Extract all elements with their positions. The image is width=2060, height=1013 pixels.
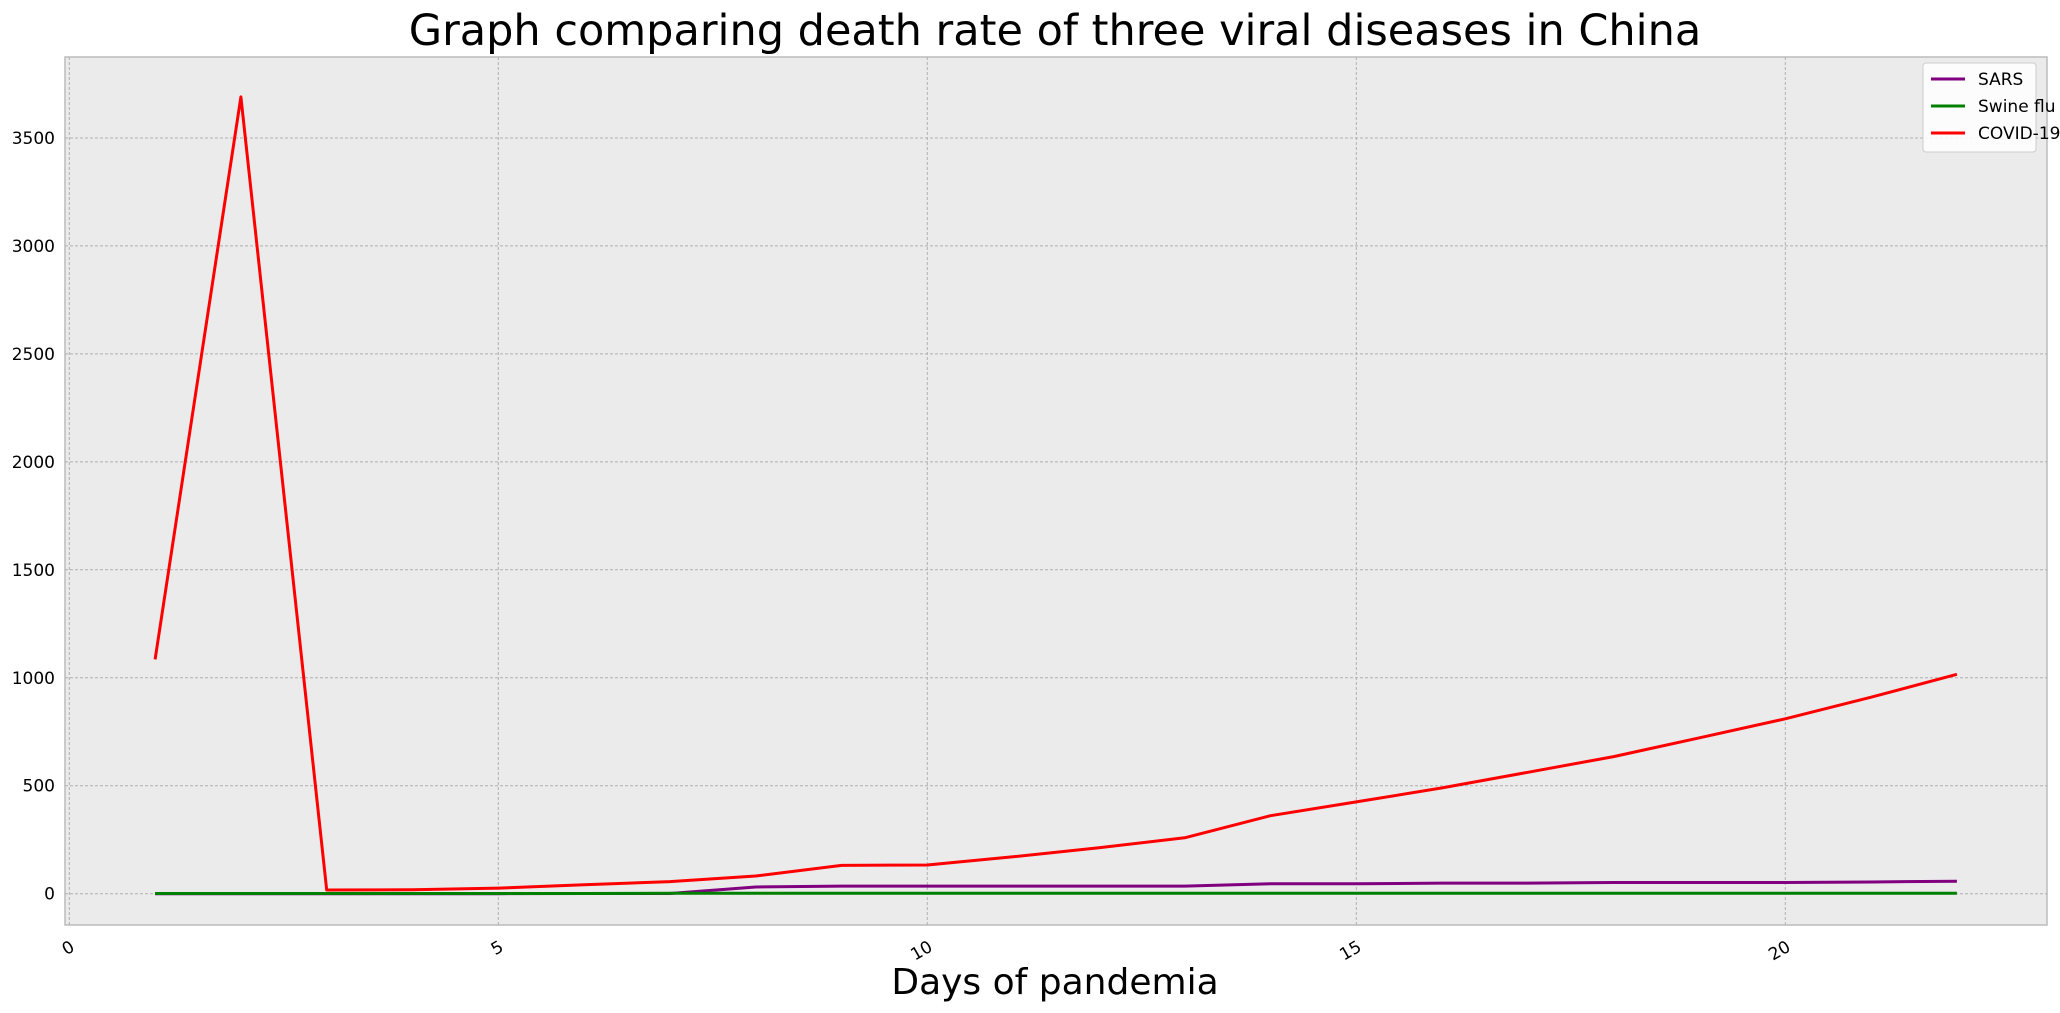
y-tick-label: 500 (23, 777, 55, 797)
x-tick-label: 5 (488, 937, 507, 960)
x-tick-label: 20 (1765, 937, 1794, 965)
y-tick-label: 1000 (12, 669, 55, 689)
series-line-covid-19 (153, 95, 1958, 892)
y-tick-label: 2000 (12, 453, 55, 473)
legend-label-swine-flu: Swine flu (1978, 97, 2056, 117)
y-tick-label: 3000 (12, 237, 55, 257)
x-tick-label: 15 (1336, 937, 1365, 965)
y-tick-label: 0 (44, 885, 55, 905)
x-tick-label: 0 (59, 937, 78, 960)
x-tick-label: 10 (907, 937, 936, 965)
legend-box (1922, 62, 2037, 153)
plot-area: 0 500 1000 1500 2000 2500 3000 3500 0 5 10 15 20 SARS… (12, 56, 2060, 965)
y-tick-label: 1500 (12, 561, 55, 581)
y-tick-label: 2500 (12, 345, 55, 365)
legend-label-covid-19: COVID-19 (1978, 124, 2060, 144)
x-axis-label: Days of pandemia (891, 962, 1218, 1003)
chart-title: Graph comparing death rate of three vira… (409, 6, 1701, 56)
plot-background (64, 56, 2048, 926)
y-tick-label: 3500 (12, 129, 55, 149)
legend-label-sars: SARS (1978, 70, 2023, 90)
